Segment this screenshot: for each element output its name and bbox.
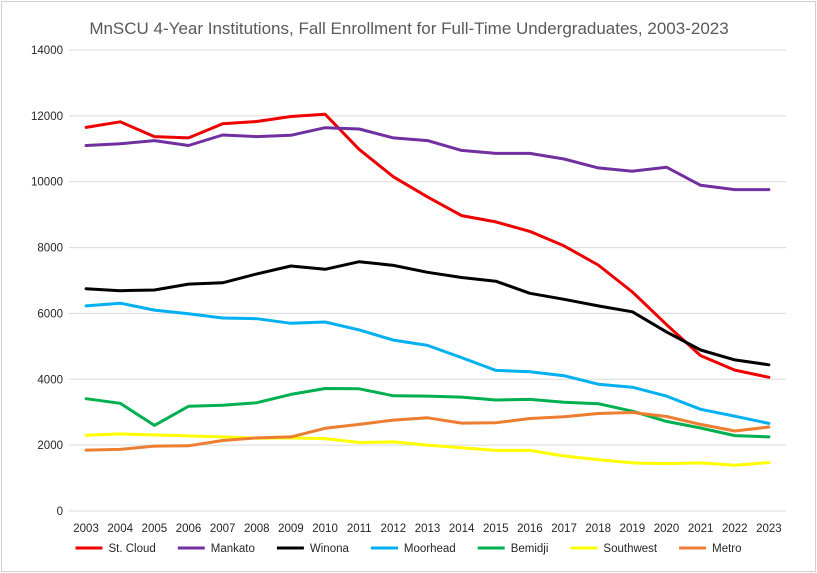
legend-item-metro: Metro xyxy=(679,543,742,555)
y-axis-ticks: 0 2000 4000 6000 8000 10000 12000 14000 xyxy=(31,45,63,518)
x-tick-label: 2015 xyxy=(483,523,509,535)
legend-label-moorhead: Moorhead xyxy=(404,543,456,555)
legend-item-southwest: Southwest xyxy=(570,543,658,555)
series-line-bemidji xyxy=(84,387,771,439)
x-tick-label: 2019 xyxy=(620,523,646,535)
series-line-mankato xyxy=(84,126,771,192)
y-tick-label: 8000 xyxy=(37,243,63,255)
series-line-moorhead xyxy=(84,301,771,425)
legend-item-mankato: Mankato xyxy=(177,543,255,555)
x-tick-label: 2021 xyxy=(688,523,714,535)
x-tick-label: 2006 xyxy=(176,523,202,535)
x-tick-label: 2010 xyxy=(312,523,338,535)
series-line-winona xyxy=(84,260,771,367)
y-tick-label: 14000 xyxy=(31,45,63,57)
legend-item-moorhead: Moorhead xyxy=(370,543,456,555)
y-tick-label: 6000 xyxy=(37,308,63,320)
y-tick-label: 12000 xyxy=(31,111,63,123)
y-tick-label: 2000 xyxy=(37,440,63,452)
x-tick-label: 2013 xyxy=(415,523,441,535)
x-tick-label: 2011 xyxy=(347,523,372,535)
legend: St. Cloud Mankato Winona Moorhead Bemidji Sou… xyxy=(75,543,742,555)
series-line-metro xyxy=(84,411,771,452)
x-tick-label: 2004 xyxy=(107,523,133,535)
x-tick-label: 2016 xyxy=(517,523,543,535)
x-axis-ticks: 2003 2004 2005 2006 2007 2008 2009 2010 2011 2012… xyxy=(73,523,781,535)
x-tick-label: 2023 xyxy=(756,523,782,535)
legend-label-st-cloud: St. Cloud xyxy=(108,543,155,555)
x-tick-label: 2012 xyxy=(381,523,407,535)
legend-label-bemidji: Bemidji xyxy=(511,543,549,555)
legend-item-st-cloud: St. Cloud xyxy=(75,543,156,555)
series-line-st-cloud xyxy=(84,112,771,379)
legend-item-bemidji: Bemidji xyxy=(477,543,549,555)
x-tick-label: 2017 xyxy=(551,523,577,535)
series-line-southwest xyxy=(84,432,771,467)
legend-item-winona: Winona xyxy=(276,543,350,555)
y-tick-label: 10000 xyxy=(31,177,63,189)
x-tick-label: 2018 xyxy=(585,523,611,535)
legend-label-mankato: Mankato xyxy=(211,543,255,555)
x-tick-label: 2005 xyxy=(142,523,168,535)
series-lines xyxy=(84,112,771,467)
gridlines xyxy=(69,49,786,512)
y-tick-label: 4000 xyxy=(37,374,63,386)
x-tick-label: 2022 xyxy=(722,523,748,535)
x-tick-label: 2007 xyxy=(210,523,236,535)
x-tick-label: 2020 xyxy=(654,523,680,535)
x-tick-label: 2009 xyxy=(278,523,304,535)
x-tick-label: 2008 xyxy=(244,523,270,535)
chart-title: MnSCU 4-Year Institutions, Fall Enrollme… xyxy=(89,19,728,38)
y-tick-label: 0 xyxy=(57,506,63,518)
legend-label-winona: Winona xyxy=(310,543,350,555)
legend-label-metro: Metro xyxy=(712,543,741,555)
x-tick-label: 2003 xyxy=(73,523,99,535)
legend-label-southwest: Southwest xyxy=(603,543,658,555)
x-tick-label: 2014 xyxy=(449,523,475,535)
